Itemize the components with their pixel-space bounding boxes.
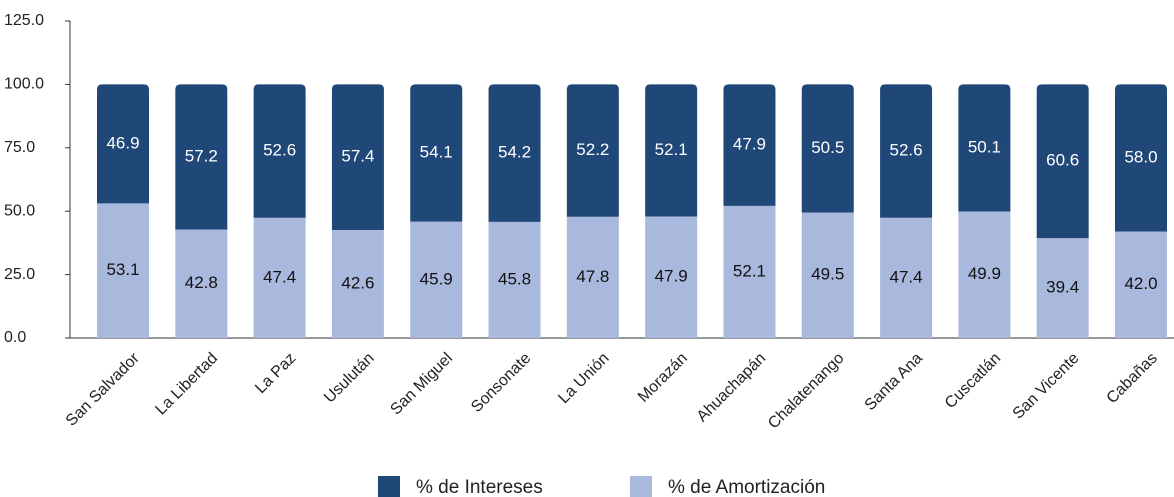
x-tick-label: La Paz [252,350,299,397]
y-tick-label: 75.0 [4,139,35,156]
x-tick-label: Chalatenango [765,350,848,433]
value-label: 52.6 [263,141,296,160]
bar-segment [331,229,384,338]
x-tick-label: Santa Ana [862,350,926,414]
bar-segment [1036,238,1089,338]
bar-segment [253,217,306,338]
x-tick-label: La Libertad [152,350,221,419]
bar-segment [488,221,541,338]
value-label: 54.1 [420,142,453,161]
x-tick-label: San Vicente [1010,350,1083,423]
value-label: 47.4 [263,267,296,286]
value-label: 52.1 [655,140,688,159]
legend-label: % de Amortización [668,477,825,497]
bar-segment [880,217,933,338]
bar-segment [801,212,854,338]
value-label: 46.9 [106,133,139,152]
bar-segment [645,84,698,217]
value-label: 45.8 [498,269,531,288]
bar-segment [410,221,463,338]
bar-segment [253,84,306,218]
bar-segment [175,84,228,230]
legend: % de Intereses % de Amortización [378,476,825,497]
bar-segment [958,84,1011,212]
bar-segment [175,229,228,338]
bar-segment [97,203,149,338]
value-label: 52.6 [890,141,923,160]
value-label: 52.1 [733,261,766,280]
x-tick-label: Sonsonate [468,350,534,416]
y-tick-label: 125.0 [4,12,44,29]
value-label: 50.1 [968,137,1001,156]
value-label: 49.5 [811,265,844,284]
bar-segment [958,211,1011,338]
bar-segment [645,216,698,338]
value-label: 50.5 [811,138,844,157]
x-tick-label: San Salvador [63,349,143,429]
x-tick-label: Ahuachapán [694,350,770,426]
legend-label: % de Intereses [416,477,543,497]
bar-segment [723,205,776,338]
bar-segment [801,84,854,213]
bar-segment [410,84,463,222]
bar-segment [97,84,149,204]
value-label: 54.2 [498,143,531,162]
bar-segment [488,84,541,222]
x-tick-label: Usulután [321,350,378,407]
value-label: 45.9 [420,269,453,288]
y-tick-label: 50.0 [4,202,35,219]
value-label: 42.6 [341,273,374,292]
value-label: 42.8 [185,273,218,292]
value-label: 60.6 [1046,151,1079,170]
x-tick-label: Cabañas [1104,350,1161,407]
value-label: 47.9 [655,267,688,286]
bar-segment [566,84,619,217]
bar-segment [880,84,933,218]
value-label: 57.4 [341,147,374,166]
value-label: 58.0 [1124,147,1157,166]
value-label: 52.2 [576,140,609,159]
x-tick-label: Morazán [635,350,691,406]
value-label: 57.2 [185,146,218,165]
value-label: 39.4 [1046,278,1079,297]
y-tick-label: 25.0 [4,266,35,283]
value-label: 49.9 [968,264,1001,283]
bar-segment [1115,231,1167,338]
legend-swatch [378,476,400,497]
bar-segment [331,84,384,230]
y-tick-label: 100.0 [4,76,44,93]
x-tick-label: San Miguel [387,350,456,419]
value-label: 53.1 [106,260,139,279]
bar-segment [1115,84,1167,232]
value-label: 47.8 [576,267,609,286]
x-tick-label: Cuscatlán [942,350,1004,412]
bar-segment [566,216,619,338]
x-tick-label: La Unión [555,350,612,407]
value-label: 47.9 [733,135,766,154]
legend-swatch [630,476,652,497]
bar-segment [1036,84,1089,239]
y-tick-label: 0.0 [4,329,26,346]
value-label: 42.0 [1124,274,1157,293]
bar-segment [723,84,776,206]
value-label: 47.4 [890,267,923,286]
